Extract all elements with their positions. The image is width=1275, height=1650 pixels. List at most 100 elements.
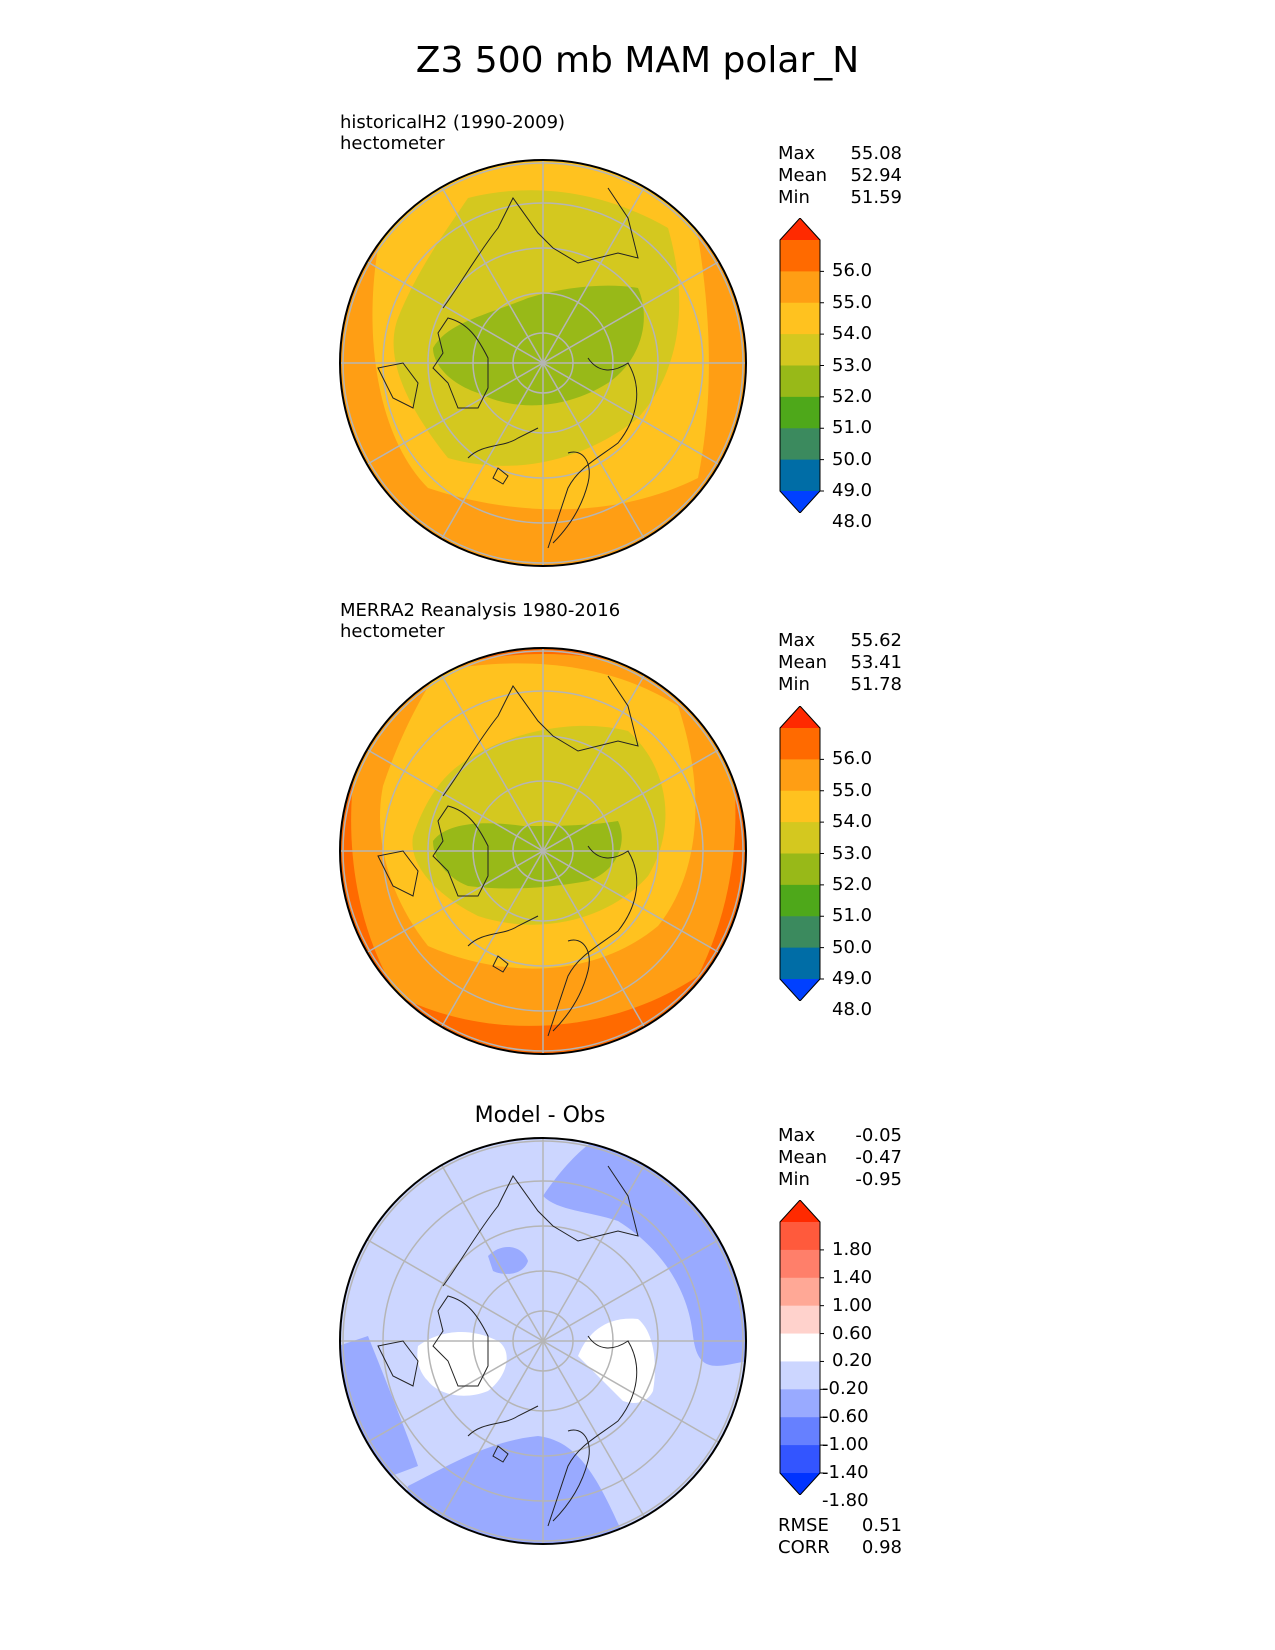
colorbar-tick-label: 54.0	[832, 811, 873, 833]
colorbar-segment	[780, 1445, 820, 1474]
panel1-stat-mean-label: Mean	[778, 165, 828, 186]
colorbar-segment	[780, 302, 820, 335]
colorbar-tick-label: -1.80	[822, 1489, 869, 1511]
colorbar-cap-top	[780, 218, 820, 240]
colorbar-tick-label: 54.0	[832, 323, 873, 345]
colorbar-tick-label: 56.0	[832, 748, 873, 770]
colorbar-segment	[780, 947, 820, 980]
panel2-stat-min-value: 51.78	[850, 674, 902, 695]
colorbar-segment	[780, 1277, 820, 1307]
colorbar-segment	[780, 822, 820, 854]
colorbar-segment	[780, 1361, 820, 1390]
panel3-stat-max-value: -0.05	[855, 1125, 902, 1146]
panel3-map	[339, 1137, 747, 1545]
colorbar-tick-label: 55.0	[832, 291, 873, 313]
panel3-rmse-value: 0.51	[861, 1515, 902, 1536]
colorbar-segment	[780, 396, 820, 429]
colorbar-segment	[780, 916, 820, 949]
panel2-map-border	[339, 647, 747, 1055]
panel3-stat-min-value: -0.95	[855, 1169, 902, 1190]
colorbar-segment	[780, 365, 820, 398]
colorbar-tick-label: 48.0	[832, 999, 873, 1021]
colorbar-tick-label: 51.0	[832, 417, 873, 439]
colorbar-tick-label: -1.00	[822, 1434, 869, 1456]
panel3-coastlines	[377, 1165, 639, 1527]
panel3-stat-min-label: Min	[778, 1169, 810, 1190]
panel1-stat-max-value: 55.08	[850, 143, 902, 164]
colorbar-cap-bottom	[780, 491, 820, 513]
colorbar-tick-label: 53.0	[832, 354, 873, 376]
colorbar-segment	[780, 1249, 820, 1279]
panel1-stat-min-value: 51.59	[850, 187, 902, 208]
panel3-corr-value: 0.98	[861, 1537, 902, 1558]
colorbar-tick-label: 1.00	[832, 1294, 873, 1316]
colorbar-tick-label: 0.60	[832, 1322, 873, 1344]
colorbar-tick-label: 50.0	[832, 936, 873, 958]
panel3-title: Model - Obs	[474, 1103, 606, 1128]
panel1-title: historicalH2 (1990-2009)	[340, 112, 566, 133]
panel3-stat-mean-label: Mean	[778, 1147, 828, 1168]
colorbar-cap-bottom	[780, 979, 820, 1001]
colorbar-tick-label: 49.0	[832, 968, 873, 989]
panel1-units: hectometer	[340, 133, 445, 154]
panel3-region-blob	[488, 1246, 528, 1274]
panel3-map-border	[339, 1137, 747, 1545]
panel1-graticule	[340, 160, 746, 566]
colorbar-segment	[780, 884, 820, 917]
panel1-colorbar	[779, 218, 824, 513]
colorbar-tick-label: 49.0	[832, 480, 873, 501]
panel2-title: MERRA2 Reanalysis 1980-2016	[340, 600, 621, 621]
colorbar-tick-label: 1.40	[832, 1266, 873, 1288]
panel1-map	[339, 159, 747, 567]
panel3-graticule	[340, 1138, 746, 1544]
colorbar-tick-label: -0.20	[822, 1378, 869, 1400]
colorbar-tick-label: 53.0	[832, 842, 873, 864]
panel2-stat-mean-value: 53.41	[850, 652, 902, 673]
panel2-units: hectometer	[340, 621, 445, 642]
panel2-core	[433, 821, 622, 889]
colorbar-segment	[780, 790, 820, 823]
colorbar-segment	[780, 271, 820, 304]
figure-title: Z3 500 mb MAM polar_N	[415, 40, 860, 81]
colorbar-cap-top	[780, 706, 820, 728]
panel3-stat-max-label: Max	[778, 1125, 816, 1146]
colorbar-tick-label: 55.0	[832, 779, 873, 801]
panel1-stat-max-label: Max	[778, 143, 816, 164]
panel3-corr-label: CORR	[778, 1537, 830, 1558]
colorbar-tick-label: 50.0	[832, 448, 873, 470]
colorbar-tick-label: 52.0	[832, 873, 873, 895]
colorbar-tick-label: -1.40	[822, 1462, 869, 1483]
panel2-stat-max-label: Max	[778, 630, 816, 651]
colorbar-cap-bottom	[780, 1473, 820, 1495]
colorbar-segment	[780, 728, 820, 760]
panel1-coastlines	[377, 187, 639, 549]
colorbar-segment	[780, 759, 820, 792]
colorbar-cap-top	[780, 1200, 820, 1222]
colorbar-segment	[780, 459, 820, 492]
colorbar-segment	[780, 1222, 820, 1251]
colorbar-segment	[780, 853, 820, 886]
colorbar-tick-label: 52.0	[832, 385, 873, 407]
panel2-coastlines	[377, 675, 639, 1037]
colorbar-segment	[780, 1333, 820, 1362]
panel3-colorbar	[779, 1200, 824, 1495]
colorbar-tick-label: -0.60	[822, 1406, 869, 1428]
colorbar-segment	[780, 240, 820, 272]
panel1-core	[433, 285, 644, 406]
panel1-stat-mean-value: 52.94	[850, 165, 902, 186]
colorbar-segment	[780, 334, 820, 366]
panel3-stat-mean-value: -0.47	[855, 1147, 902, 1168]
panel2-graticule	[340, 648, 746, 1054]
colorbar-tick-label: 0.20	[832, 1350, 873, 1372]
panel1-stat-min-label: Min	[778, 187, 810, 208]
colorbar-tick-label: 56.0	[832, 260, 873, 282]
colorbar-segment	[780, 1417, 820, 1446]
colorbar-tick-label: 51.0	[832, 905, 873, 927]
colorbar-segment	[780, 428, 820, 461]
panel3-rmse-label: RMSE	[778, 1515, 829, 1536]
colorbar-segment	[780, 1389, 820, 1418]
panel1-map-border	[339, 159, 747, 567]
panel2-stat-mean-label: Mean	[778, 652, 828, 673]
panel2-colorbar	[779, 706, 824, 1001]
colorbar-tick-label: 48.0	[832, 511, 873, 533]
